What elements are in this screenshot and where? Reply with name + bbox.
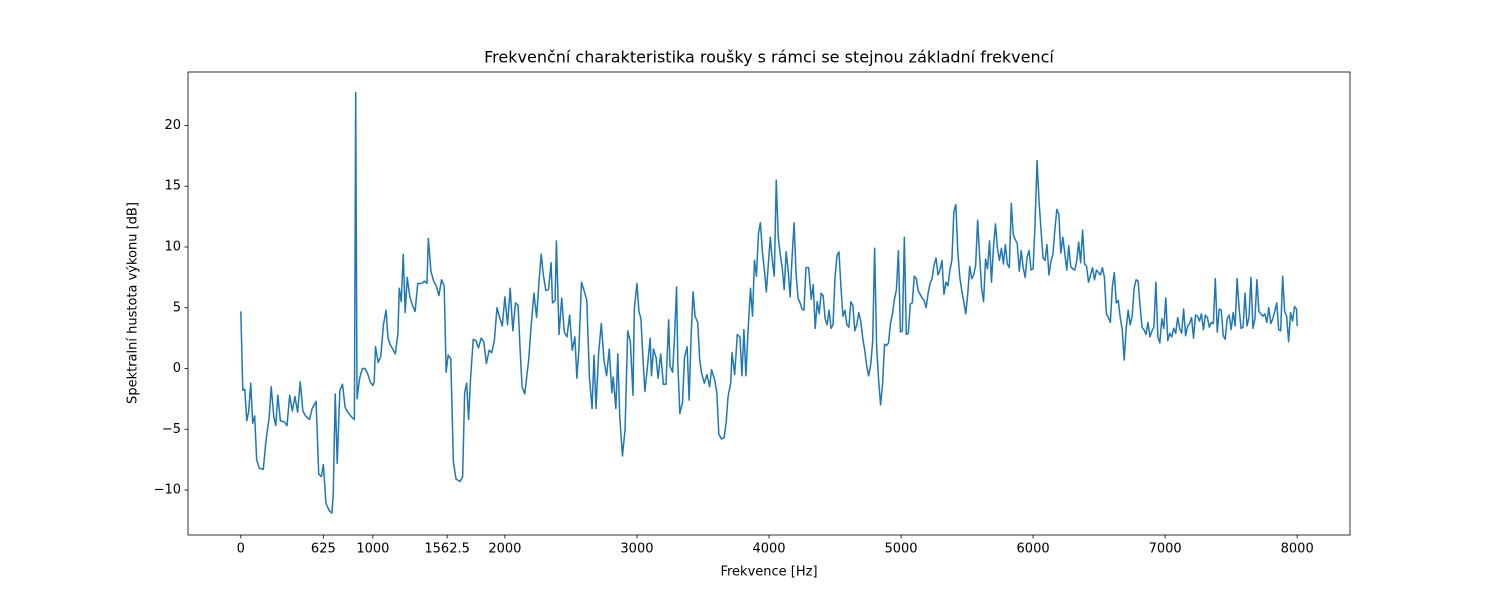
x-tick-label: 3000	[620, 542, 653, 557]
y-tick-label: 0	[173, 361, 181, 376]
x-tick-label: 7000	[1149, 542, 1182, 557]
y-tick-label: −5	[162, 422, 181, 437]
x-tick-label: 0	[237, 542, 245, 557]
x-tick-label: 2000	[488, 542, 521, 557]
chart-title: Frekvenční charakteristika roušky s rámc…	[484, 48, 1054, 67]
data-line	[240, 91, 1298, 514]
x-axis-label: Frekvence [Hz]	[720, 565, 817, 580]
x-tick-label: 5000	[884, 542, 917, 557]
x-tick-label: 8000	[1281, 542, 1314, 557]
plot-frame	[187, 71, 1351, 536]
y-tick-label: 15	[164, 179, 181, 194]
y-tick-label: 10	[164, 239, 181, 254]
x-tick-label: 625	[311, 542, 336, 557]
x-tick-label: 4000	[752, 542, 785, 557]
y-axis-label: Spektralní hustota výkonu [dB]	[126, 202, 141, 404]
y-tick-label: 20	[164, 118, 181, 133]
x-tick-label: 1000	[356, 542, 389, 557]
y-tick-label: −10	[154, 483, 181, 498]
x-tick-label: 6000	[1017, 542, 1050, 557]
y-tick-label: 5	[173, 300, 181, 315]
x-tick-label: 1562.5	[424, 542, 470, 557]
